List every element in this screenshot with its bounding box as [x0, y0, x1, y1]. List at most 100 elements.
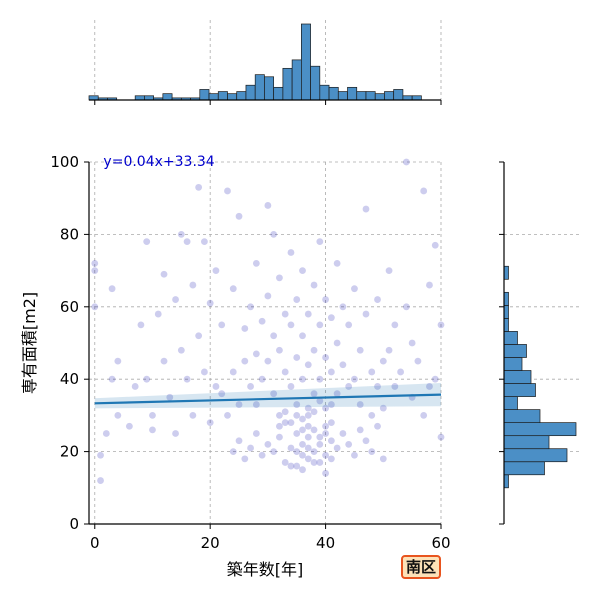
district-badge: 南区	[401, 555, 441, 579]
scatter-point	[293, 412, 301, 419]
scatter-point	[379, 404, 387, 412]
scatter-point	[402, 158, 410, 166]
scatter-point	[218, 390, 226, 398]
scatter-point	[431, 375, 439, 383]
scatter-point	[339, 430, 347, 437]
scatter-point	[252, 430, 260, 437]
scatter-point	[322, 430, 329, 437]
scatter-point	[420, 187, 428, 195]
scatter-point	[304, 310, 312, 318]
scatter-point	[310, 448, 318, 455]
scatter-point	[339, 361, 347, 369]
scatter-point	[172, 430, 179, 437]
scatter-point	[316, 433, 324, 441]
right-hist-bar	[503, 357, 523, 371]
right-hist-bar	[503, 461, 545, 476]
y-axis-title: 専有面積[m2]	[20, 292, 39, 394]
right-hist-bar	[503, 265, 509, 280]
top-hist-bar	[282, 67, 293, 101]
scatter-point	[281, 459, 289, 466]
right-hist-bar	[503, 435, 550, 450]
right-hist-bar	[503, 474, 509, 489]
top-hist-bar	[319, 84, 330, 101]
scatter-point	[327, 314, 335, 322]
top-hist-bar	[393, 89, 404, 101]
scatter-point	[235, 401, 243, 408]
scatter-point	[160, 270, 168, 278]
scatter-point	[149, 426, 156, 434]
scatter-point	[414, 357, 422, 365]
scatter-point	[304, 412, 312, 419]
scatter-point	[276, 274, 283, 282]
scatter-point	[166, 393, 174, 401]
top-hist-bar	[328, 86, 339, 101]
right-hist-bar	[503, 396, 518, 410]
scatter-points	[91, 158, 445, 484]
scatter-point	[287, 419, 295, 427]
scatter-point	[281, 368, 289, 376]
scatter-point	[102, 430, 110, 437]
scatter-point	[420, 412, 428, 419]
scatter-point	[241, 357, 249, 365]
scatter-point	[206, 299, 214, 307]
scatter-point	[356, 401, 364, 408]
scatter-point	[322, 469, 329, 477]
right-hist-bar	[503, 318, 509, 332]
scatter-point	[218, 321, 226, 329]
scatter-point	[177, 346, 185, 354]
scatter-point	[195, 183, 203, 191]
scatter-point	[368, 448, 376, 455]
scatter-point	[322, 354, 329, 361]
scatter-point	[368, 412, 376, 419]
scatter-point	[229, 285, 237, 293]
scatter-point	[345, 440, 353, 448]
scatter-point	[293, 296, 301, 303]
scatter-point	[97, 477, 104, 484]
top-hist-bar	[236, 91, 247, 101]
scatter-point	[258, 375, 266, 383]
scatter-point	[316, 238, 324, 246]
scatter-point	[322, 422, 329, 430]
top-hist-bar	[337, 91, 348, 101]
scatter-point	[91, 303, 99, 311]
scatter-point	[247, 444, 254, 452]
scatter-point	[339, 303, 347, 311]
scatter-point	[333, 339, 341, 347]
scatter-point	[149, 412, 156, 419]
scatter-point	[154, 310, 162, 318]
scatter-point	[287, 249, 295, 256]
top-hist-bar	[291, 59, 302, 101]
scatter-point	[247, 303, 254, 311]
scatter-point	[316, 321, 324, 329]
scatter-point	[287, 321, 295, 329]
scatter-point	[143, 375, 151, 383]
scatter-point	[229, 368, 237, 376]
top-hist-bar	[217, 91, 228, 101]
top-hist-bar	[162, 93, 173, 101]
scatter-point	[310, 346, 318, 354]
scatter-point	[299, 451, 306, 459]
top-hist-bar	[356, 91, 367, 101]
scatter-point	[327, 455, 335, 463]
scatter-point	[368, 368, 376, 376]
top-hist-bar	[310, 65, 321, 101]
right-hist-bar	[503, 409, 541, 423]
scatter-point	[114, 412, 122, 419]
scatter-point	[431, 241, 439, 249]
scatter-point	[293, 354, 301, 361]
scatter-point	[235, 437, 243, 445]
right-hist-bar	[503, 305, 509, 319]
scatter-point	[362, 310, 370, 318]
top-hist-bar	[245, 84, 256, 101]
scatter-point	[304, 361, 312, 369]
scatter-point	[270, 390, 278, 398]
scatter-point	[241, 455, 249, 463]
scatter-point	[426, 383, 433, 390]
scatter-point	[91, 259, 99, 267]
scatter-point	[374, 296, 381, 303]
scatter-point	[426, 281, 433, 289]
scatter-point	[345, 321, 353, 329]
top-hist-bar	[199, 89, 210, 101]
scatter-point	[316, 375, 324, 383]
x-tick-label: 60	[431, 534, 450, 552]
